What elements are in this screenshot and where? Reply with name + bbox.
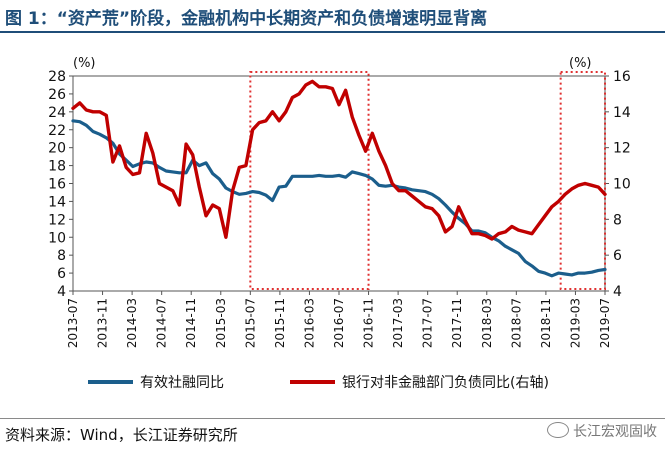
right-tick-label: 14 bbox=[613, 105, 631, 121]
x-tick-label: 2016-07 bbox=[332, 298, 346, 348]
left-tick-label: 28 bbox=[48, 69, 66, 85]
x-tick-label: 2019-07 bbox=[598, 298, 612, 348]
x-tick-label: 2018-07 bbox=[509, 298, 523, 348]
legend-label-right: 银行对非金融部门负债同比(右轴) bbox=[342, 375, 549, 391]
left-tick-label: 20 bbox=[48, 141, 66, 157]
right-tick-label: 6 bbox=[613, 248, 622, 264]
series-line-right bbox=[71, 79, 607, 241]
right-y-axis: 4 6 8 10 12 14 16 bbox=[605, 69, 631, 300]
right-tick-label: 10 bbox=[613, 177, 631, 193]
left-tick-label: 18 bbox=[48, 159, 66, 175]
x-tick-label: 2015-03 bbox=[214, 298, 228, 348]
figure-title: 图 1：“资产荒”阶段，金融机构中长期资产和负债增速明显背离 bbox=[5, 9, 488, 29]
x-axis: 2013-07 2013-11 2014-03 2014-07 2014-11 2015-… bbox=[66, 291, 612, 348]
right-tick-label: 12 bbox=[613, 141, 631, 157]
right-axis-unit: (%) bbox=[569, 56, 592, 71]
x-tick-label: 2013-11 bbox=[96, 298, 110, 348]
footer-divider bbox=[0, 418, 665, 419]
highlight-boxes bbox=[249, 71, 607, 290]
series-lines bbox=[71, 79, 607, 278]
legend-label-left: 有效社融同比 bbox=[140, 375, 224, 391]
watermark-label: 长江宏观固收 bbox=[573, 424, 657, 440]
wechat-icon bbox=[547, 422, 569, 438]
x-tick-label: 2013-07 bbox=[66, 298, 80, 348]
highlight-period-box bbox=[249, 71, 370, 290]
right-tick-label: 16 bbox=[613, 69, 631, 85]
right-tick-label: 4 bbox=[613, 284, 622, 300]
x-tick-label: 2017-11 bbox=[450, 298, 464, 348]
watermark: 长江宏观固收 bbox=[547, 421, 657, 441]
source-note: 资料来源：Wind，长江证券研究所 bbox=[5, 426, 238, 444]
x-tick-label: 2014-07 bbox=[155, 298, 169, 348]
x-tick-label: 2016-03 bbox=[302, 298, 316, 348]
x-tick-label: 2014-03 bbox=[125, 298, 139, 348]
left-tick-label: 26 bbox=[48, 87, 66, 103]
x-tick-label: 2017-07 bbox=[421, 298, 435, 348]
x-tick-label: 2018-03 bbox=[480, 298, 494, 348]
left-tick-label: 14 bbox=[48, 194, 66, 210]
x-tick-label: 2019-03 bbox=[568, 298, 582, 348]
right-tick-label: 8 bbox=[613, 212, 622, 228]
left-axis-unit: (%) bbox=[73, 56, 96, 71]
x-tick-label: 2018-11 bbox=[539, 298, 553, 348]
left-tick-label: 4 bbox=[57, 284, 66, 300]
left-tick-label: 10 bbox=[48, 230, 66, 246]
left-tick-label: 16 bbox=[48, 177, 66, 193]
left-tick-label: 24 bbox=[48, 105, 66, 121]
left-tick-label: 22 bbox=[48, 123, 66, 139]
left-tick-label: 8 bbox=[57, 248, 66, 264]
legend: 有效社融同比 银行对非金融部门负债同比(右轴) bbox=[88, 375, 549, 391]
x-tick-label: 2014-11 bbox=[184, 298, 198, 348]
title-underline bbox=[0, 31, 665, 33]
left-tick-label: 12 bbox=[48, 212, 66, 228]
x-tick-label: 2015-07 bbox=[243, 298, 257, 348]
series-line-left bbox=[71, 119, 607, 278]
x-tick-label: 2015-11 bbox=[273, 298, 287, 348]
highlight-period-box bbox=[559, 71, 607, 290]
x-tick-label: 2017-03 bbox=[391, 298, 405, 348]
plot-frame bbox=[72, 75, 606, 292]
x-tick-label: 2016-11 bbox=[362, 298, 376, 348]
left-tick-label: 6 bbox=[57, 266, 66, 282]
